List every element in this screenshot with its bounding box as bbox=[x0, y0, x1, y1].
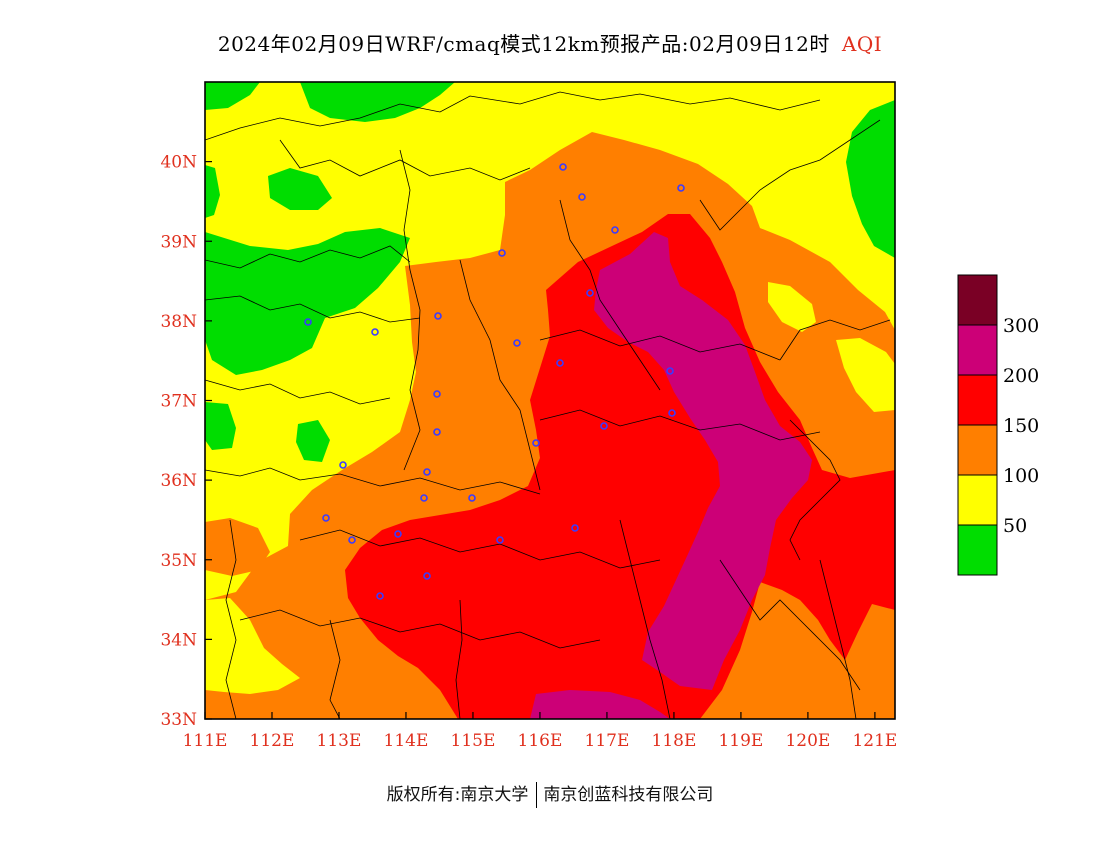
x-axis: 111E 112E 113E 114E 115E 116E 117E 118E 119E 120E… bbox=[183, 712, 897, 751]
station-marker bbox=[559, 163, 567, 171]
x-tick-label: 111E bbox=[183, 731, 228, 751]
x-tick-label: 112E bbox=[250, 731, 295, 751]
station-marker bbox=[339, 461, 347, 469]
legend-swatch bbox=[957, 374, 998, 426]
station-marker bbox=[394, 530, 402, 538]
admin-boundaries bbox=[205, 91, 891, 719]
x-tick-label: 117E bbox=[585, 731, 630, 751]
y-tick-label: 36N bbox=[160, 471, 197, 491]
station-marker bbox=[556, 359, 564, 367]
y-tick-label: 35N bbox=[160, 551, 197, 571]
station-marker bbox=[668, 409, 676, 417]
legend-label: 50 bbox=[1003, 515, 1027, 537]
aqi-legend: 50 100 150 200 300 bbox=[957, 274, 1039, 576]
station-marker bbox=[420, 494, 428, 502]
y-tick-label: 33N bbox=[160, 710, 197, 730]
y-tick-label: 40N bbox=[160, 153, 197, 173]
copyright-footer: 版权所有:南京大学 南京创蓝科技有限公司 bbox=[0, 780, 1100, 808]
legend-swatch bbox=[957, 424, 998, 476]
station-marker bbox=[304, 318, 312, 326]
zone-unhealthy-main bbox=[345, 214, 895, 719]
x-tick-label: 115E bbox=[451, 731, 496, 751]
zone-sensitive-west bbox=[205, 518, 270, 576]
zone-good-northeast bbox=[846, 100, 895, 258]
zone-good-patch1 bbox=[268, 168, 332, 210]
station-marker bbox=[571, 524, 579, 532]
station-marker bbox=[578, 193, 586, 201]
y-tick-label: 39N bbox=[160, 232, 197, 252]
x-tick-label: 116E bbox=[518, 731, 563, 751]
y-tick-label: 38N bbox=[160, 312, 197, 332]
x-tick-label: 121E bbox=[852, 731, 897, 751]
copyright-right: 南京创蓝科技有限公司 bbox=[543, 785, 714, 805]
legend-swatch bbox=[957, 474, 998, 526]
zone-good-northwest bbox=[205, 82, 260, 110]
zone-good-patch2 bbox=[296, 420, 330, 462]
station-marker bbox=[433, 428, 441, 436]
station-markers bbox=[304, 163, 685, 600]
footer-divider bbox=[536, 782, 538, 808]
station-marker bbox=[498, 249, 506, 257]
station-marker bbox=[600, 422, 608, 430]
zone-very-unhealthy-main bbox=[594, 232, 812, 690]
zone-good-west bbox=[205, 228, 410, 375]
station-marker bbox=[371, 328, 379, 336]
station-marker bbox=[376, 592, 384, 600]
x-tick-label: 118E bbox=[652, 731, 697, 751]
zone-moderate-island1 bbox=[768, 282, 816, 332]
station-marker bbox=[468, 494, 476, 502]
station-marker bbox=[423, 468, 431, 476]
legend-swatch bbox=[957, 324, 998, 376]
x-tick-label: 119E bbox=[718, 731, 763, 751]
station-marker bbox=[433, 390, 441, 398]
station-marker bbox=[611, 226, 619, 234]
legend-swatch bbox=[957, 274, 998, 326]
y-tick-label: 34N bbox=[160, 630, 197, 650]
title-variable: AQI bbox=[841, 32, 883, 56]
zone-good-patch4 bbox=[205, 165, 220, 218]
aqi-field bbox=[205, 82, 895, 719]
legend-swatch bbox=[957, 524, 998, 576]
zone-unhealthy-east bbox=[795, 488, 895, 558]
station-marker bbox=[677, 184, 685, 192]
zone-good-north bbox=[300, 82, 455, 122]
y-axis: 33N 34N 35N 36N 37N 38N 39N 40N bbox=[160, 153, 212, 730]
x-tick-label: 114E bbox=[384, 731, 429, 751]
zone-very-unhealthy-south bbox=[530, 690, 670, 719]
copyright-left: 版权所有:南京大学 bbox=[386, 785, 529, 805]
title-text: 2024年02月09日WRF/cmaq模式12km预报产品:02月09日12时 bbox=[217, 32, 830, 56]
station-marker bbox=[532, 439, 540, 447]
station-marker bbox=[322, 514, 330, 522]
station-marker bbox=[513, 339, 521, 347]
station-marker bbox=[586, 289, 594, 297]
y-tick-label: 37N bbox=[160, 392, 197, 412]
legend-label: 100 bbox=[1003, 465, 1039, 487]
x-tick-label: 120E bbox=[785, 731, 830, 751]
station-marker bbox=[434, 312, 442, 320]
station-marker bbox=[423, 572, 431, 580]
station-marker bbox=[666, 367, 674, 375]
legend-label: 300 bbox=[1003, 315, 1039, 337]
map-title: 2024年02月09日WRF/cmaq模式12km预报产品:02月09日12时 A… bbox=[0, 28, 1100, 57]
zone-moderate-island2 bbox=[836, 338, 895, 412]
legend-label: 200 bbox=[1003, 365, 1039, 387]
legend-label: 150 bbox=[1003, 415, 1039, 437]
station-marker bbox=[348, 536, 356, 544]
zone-good-patch3 bbox=[205, 402, 236, 450]
station-marker bbox=[496, 536, 504, 544]
x-tick-label: 113E bbox=[317, 731, 362, 751]
